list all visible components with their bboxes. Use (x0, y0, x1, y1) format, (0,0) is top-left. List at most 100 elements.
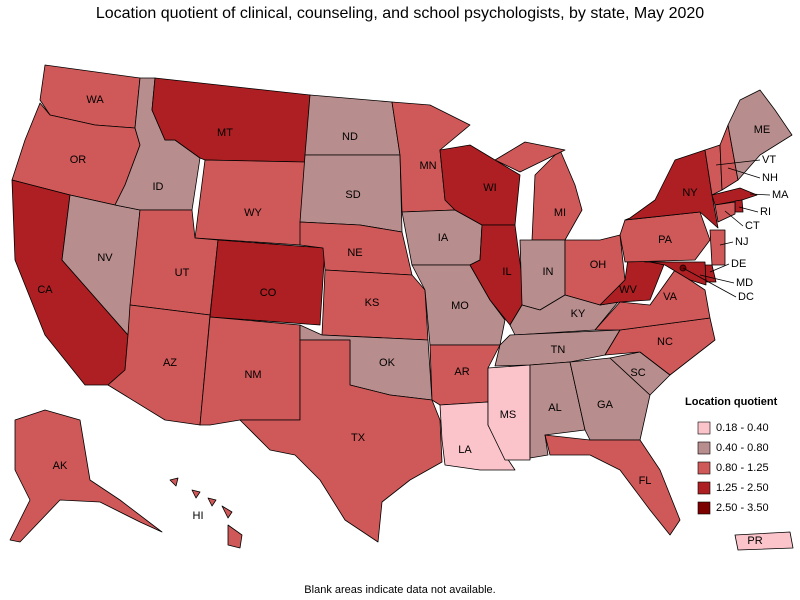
state-shape (469, 224, 526, 326)
state-label: KY (571, 308, 586, 320)
state-shape (704, 264, 717, 283)
legend-label: 1.25 - 2.50 (716, 482, 769, 494)
state-label: OK (379, 357, 396, 369)
legend-swatch (697, 501, 711, 515)
state-label: NH (762, 172, 778, 184)
state-shape (169, 477, 179, 487)
state-shape (9, 409, 163, 543)
footnote: Blank areas indicate data not available. (304, 584, 495, 596)
state-label: ID (153, 181, 164, 193)
state-label: MA (772, 189, 789, 201)
leader-line (715, 159, 761, 166)
state-label: AK (53, 460, 68, 472)
state-label: CO (260, 287, 277, 299)
state-label: KS (365, 297, 380, 309)
legend-label: 0.80 - 1.25 (716, 462, 769, 474)
state-label: ME (754, 124, 771, 136)
state-label: MI (554, 207, 566, 219)
legend-title: Location quotient (685, 396, 778, 408)
state-label: WI (483, 182, 496, 194)
states (9, 64, 794, 551)
map-title: Location quotient of clinical, counselin… (96, 5, 704, 22)
leader-line (749, 193, 771, 196)
state-label: WA (86, 94, 104, 106)
state-label: TN (551, 344, 566, 356)
legend-label: 0.18 - 0.40 (716, 422, 769, 434)
state-label: UT (175, 267, 190, 279)
state-label: MN (419, 160, 436, 172)
state-shape (304, 94, 401, 156)
state-shape (227, 524, 243, 549)
state-label: GA (597, 399, 614, 411)
state-shape (544, 434, 681, 536)
leader-line (699, 274, 735, 284)
state-label: RI (760, 206, 771, 218)
state-label: SD (345, 189, 360, 201)
state-label: CA (37, 284, 53, 296)
leader-line (682, 267, 737, 298)
state-label: MS (500, 409, 517, 421)
state-label: IN (543, 266, 554, 278)
state-label: IL (502, 266, 511, 278)
state-label: NY (682, 187, 698, 199)
legend-label: 0.40 - 0.80 (716, 442, 769, 454)
state-shape (734, 199, 744, 213)
state-label: WY (244, 207, 262, 219)
state-label: TX (351, 432, 366, 444)
state-label: NJ (735, 236, 748, 248)
labels: WA OR CA NV ID MT WY UT CO AZ NM ND SD NE KS OK TX MN IA MO… (37, 94, 789, 547)
state-label: AL (548, 402, 561, 414)
state-shape (649, 261, 707, 286)
state-label: NC (657, 336, 673, 348)
state-shape (727, 89, 793, 181)
state-label: NE (347, 247, 362, 259)
legend: 0.18 - 0.40 0.40 - 0.80 0.80 - 1.25 1.25 - … (697, 421, 769, 515)
state-label: AR (454, 366, 469, 378)
state-label: OR (70, 154, 87, 166)
state-label: VA (663, 291, 678, 303)
state-shape (207, 497, 217, 507)
state-label: MO (451, 300, 469, 312)
state-shape (194, 159, 306, 246)
state-label: LA (458, 444, 472, 456)
state-shape (221, 505, 233, 519)
state-label: PR (747, 535, 762, 547)
state-label: DC (738, 291, 754, 303)
state-label: PA (658, 234, 673, 246)
state-label: HI (193, 510, 204, 522)
state-label: IA (438, 232, 449, 244)
state-label: ND (342, 131, 358, 143)
state-shape (734, 531, 794, 551)
legend-swatch (697, 461, 711, 475)
state-shape (239, 339, 443, 543)
state-label: CT (745, 220, 760, 232)
state-label: VT (762, 154, 776, 166)
legend-swatch (697, 481, 711, 495)
legend-label: 2.50 - 3.50 (716, 502, 769, 514)
state-label: NV (97, 252, 113, 264)
state-shape (494, 141, 566, 173)
state-shape (709, 229, 726, 266)
state-label: FL (639, 475, 652, 487)
state-shape (209, 239, 326, 326)
state-label: OH (590, 259, 607, 271)
state-shape (191, 489, 201, 499)
state-shape (321, 269, 429, 341)
state-label: MD (736, 277, 753, 289)
state-shape (714, 201, 736, 223)
leader-line (709, 263, 730, 273)
state-label: DE (731, 258, 746, 270)
state-label: NM (244, 369, 261, 381)
state-shape (531, 149, 583, 241)
legend-swatch (697, 441, 711, 455)
state-shape (711, 187, 758, 206)
leader-line (727, 167, 761, 179)
state-label: WV (619, 284, 637, 296)
state-label: MT (217, 127, 233, 139)
leader-line (719, 241, 734, 246)
leader-line (724, 210, 744, 227)
state-label: SC (630, 367, 645, 379)
state-label: AZ (163, 357, 177, 369)
legend-swatch (697, 421, 711, 435)
